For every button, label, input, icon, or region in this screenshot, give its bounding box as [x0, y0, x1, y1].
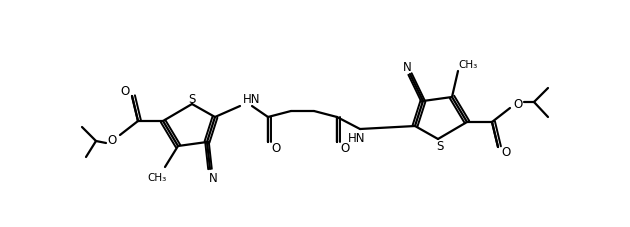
Text: S: S [188, 92, 196, 105]
Text: N: N [403, 60, 411, 73]
Text: O: O [340, 141, 350, 154]
Text: HN: HN [243, 92, 260, 105]
Text: O: O [272, 141, 280, 154]
Text: O: O [120, 84, 130, 97]
Text: HN: HN [348, 132, 366, 145]
Text: O: O [107, 134, 117, 147]
Text: CH₃: CH₃ [147, 172, 166, 182]
Text: CH₃: CH₃ [459, 60, 478, 70]
Text: S: S [437, 140, 444, 153]
Text: N: N [209, 171, 217, 184]
Text: O: O [513, 97, 523, 110]
Text: O: O [501, 146, 511, 159]
